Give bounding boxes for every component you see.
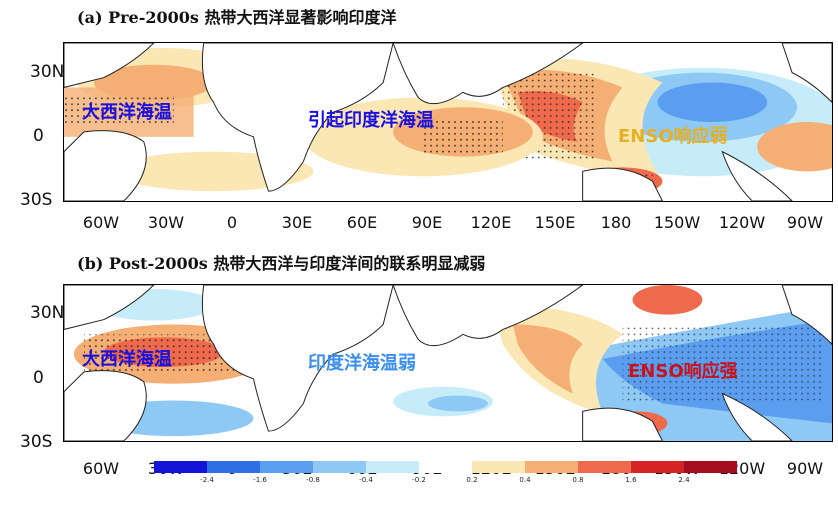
lat-tick-0-a: 0 (33, 126, 44, 146)
colorbar-swatch (207, 461, 261, 473)
lon-tick-a-9: 150W (653, 213, 701, 232)
annotation-indian-b: 印度洋海温弱 (308, 353, 416, 374)
colorbar-label: -1.6 (253, 476, 267, 484)
colorbar-label: 2.4 (678, 476, 690, 484)
colorbar-label: 0.4 (519, 476, 531, 484)
colorbar-swatch (684, 461, 737, 473)
lon-tick-a-3: 30E (281, 213, 313, 232)
lon-tick-a-1: 30W (147, 213, 185, 232)
annotation-enso-a: ENSO响应弱 (618, 126, 728, 147)
colorbar-swatch (366, 461, 420, 473)
lat-tick-30n-b: 30N (30, 303, 65, 323)
lon-tick-a-4: 60E (346, 213, 378, 232)
colorbar-label: 1.6 (625, 476, 637, 484)
panel-a-title: (a) Pre-2000s 热带大西洋显著影响印度洋 (77, 8, 397, 27)
colorbar-swatch (260, 461, 314, 473)
lon-tick-a-2: 0 (226, 213, 238, 232)
sst-field-a (64, 43, 832, 201)
continents-a (64, 43, 832, 201)
colorbar-swatch (313, 461, 367, 473)
continents-b (64, 285, 832, 441)
colorbar-swatch (525, 461, 579, 473)
annotation-enso-b: ENSO响应强 (628, 361, 738, 382)
annotation-atlantic-b: 大西洋海温 (82, 349, 172, 370)
lon-tick-a-0: 60W (82, 213, 120, 232)
annotation-indian-a: 引起印度洋海温 (308, 110, 434, 131)
annotation-atlantic-a: 大西洋海温 (82, 102, 172, 123)
colorbar-label: -2.4 (200, 476, 214, 484)
colorbar-swatch (631, 461, 685, 473)
lat-tick-0-b: 0 (33, 368, 44, 388)
colorbar-label: -0.4 (359, 476, 373, 484)
lon-tick-b-0: 60W (82, 459, 120, 478)
colorbar-label: -0.2 (412, 476, 426, 484)
colorbar-label: -0.8 (306, 476, 320, 484)
map-panel-a (63, 42, 833, 202)
lon-tick-a-10: 120W (718, 213, 766, 232)
lat-tick-30s-a: 30S (20, 190, 53, 210)
lon-tick-a-7: 150E (534, 213, 576, 232)
colorbar-swatch (472, 461, 526, 473)
sst-field-b (64, 285, 832, 441)
panel-b-title: (b) Post-2000s 热带大西洋与印度洋间的联系明显减弱 (77, 254, 486, 273)
lat-tick-30s-b: 30S (20, 432, 53, 452)
pacific-cold-core-a (657, 82, 768, 122)
colorbar-swatch (154, 461, 208, 473)
map-panel-b (63, 284, 833, 442)
lon-tick-a-8: 180 (600, 213, 632, 232)
lon-tick-a-5: 90E (411, 213, 443, 232)
colorbar-swatch (419, 461, 473, 473)
colorbar-label: 0.2 (466, 476, 478, 484)
lon-tick-a-11: 90W (786, 213, 824, 232)
lon-tick-b-11: 90W (786, 459, 824, 478)
lon-tick-a-6: 120E (470, 213, 512, 232)
lat-tick-30n-a: 30N (30, 62, 65, 82)
colorbar (154, 461, 737, 473)
colorbar-swatch (578, 461, 632, 473)
colorbar-label: 0.8 (572, 476, 584, 484)
